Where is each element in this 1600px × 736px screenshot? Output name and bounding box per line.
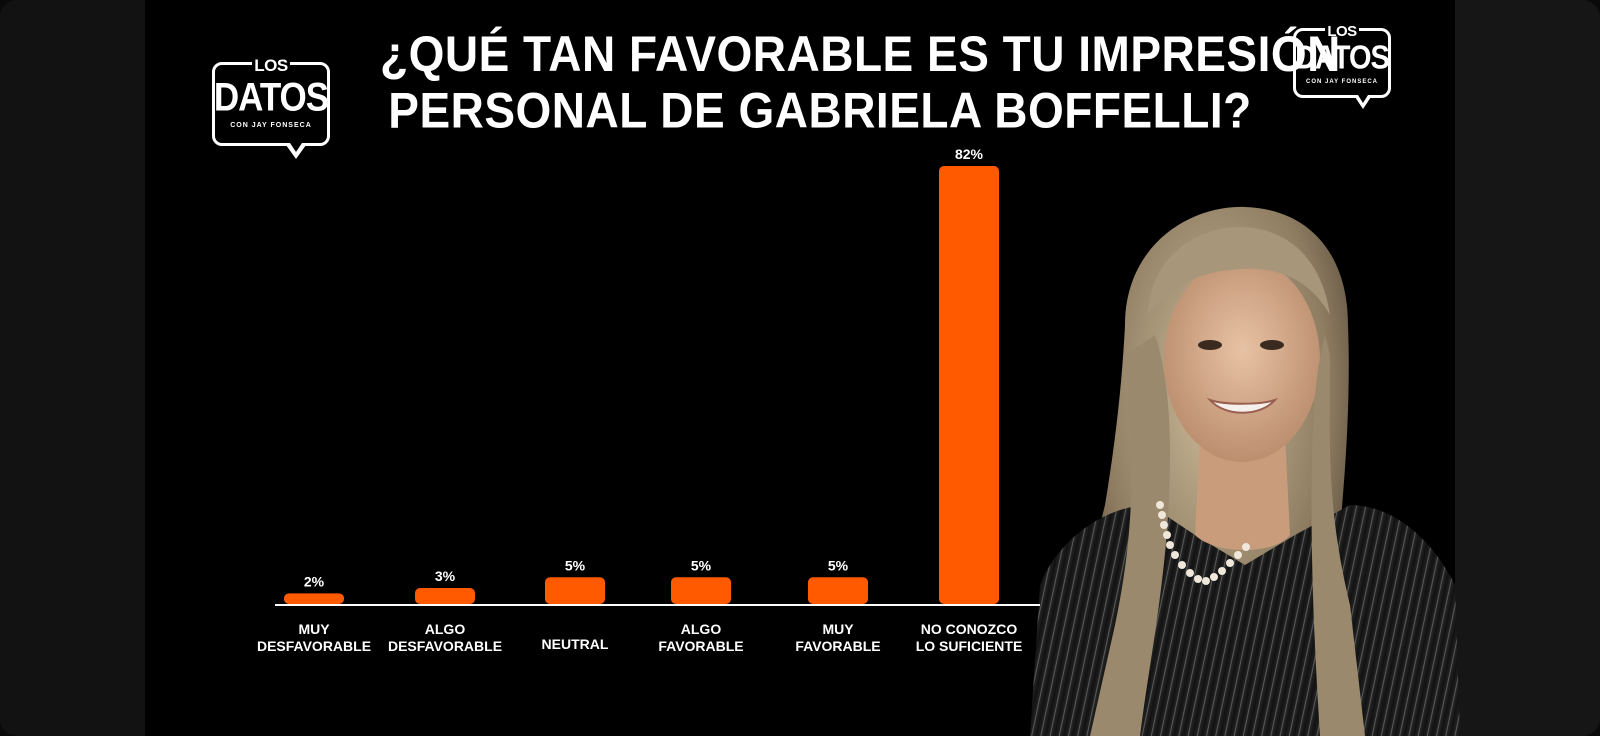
bar-4 <box>808 577 868 604</box>
logo-los-text: LOS <box>254 56 288 75</box>
bar-2 <box>545 577 605 604</box>
bar-value-label-0: 2% <box>304 573 325 589</box>
bar-value-label-3: 5% <box>691 557 712 573</box>
category-label-5-line-0: NO CONOZCO <box>921 621 1018 637</box>
category-label-0-line-1: DESFAVORABLE <box>257 638 371 654</box>
category-label-1-line-1: DESFAVORABLE <box>388 638 502 654</box>
category-label-3-line-0: ALGO <box>681 621 722 637</box>
chart-title: ¿QUÉ TAN FAVORABLE ES TU IMPRESIÓN PERSO… <box>380 25 1341 139</box>
category-label-2-line-0: NEUTRAL <box>542 636 609 652</box>
bar-3 <box>671 577 731 604</box>
logo-tagline-text: CON JAY FONSECA <box>1305 79 1378 85</box>
logo-datos-text: DATOS <box>1295 39 1390 77</box>
category-label-5-line-1: LO SUFICIENTE <box>916 638 1023 654</box>
logo-tagline-text: CON JAY FONSECA <box>230 122 312 129</box>
logo-los-text: LOS <box>1327 23 1357 40</box>
category-label-1-line-0: ALGO <box>425 621 466 637</box>
category-label-3-line-1: FAVORABLE <box>658 638 743 654</box>
los-datos-logo-right: LOS DATOS CON JAY FONSECA <box>1293 23 1391 114</box>
left-margin <box>0 0 145 736</box>
bar-value-label-4: 5% <box>828 557 849 573</box>
category-label-4-line-0: MUY <box>822 621 854 637</box>
category-label-0-line-0: MUY <box>298 621 330 637</box>
right-margin <box>1455 0 1600 736</box>
chart-title-line-1: ¿QUÉ TAN FAVORABLE ES TU IMPRESIÓN <box>380 25 1341 82</box>
los-datos-logo-left: LOS DATOS CON JAY FONSECA <box>212 56 330 162</box>
bar-5 <box>939 166 999 604</box>
category-label-4-line-1: FAVORABLE <box>795 638 880 654</box>
chart-title-line-2: PERSONAL DE GABRIELA BOFFELLI? <box>388 82 1252 139</box>
logo-datos-text: DATOS <box>213 75 329 120</box>
bar-value-label-1: 3% <box>435 568 456 584</box>
bar-value-label-5: 82% <box>955 146 984 162</box>
bar-0 <box>284 593 344 604</box>
bar-1 <box>415 587 475 604</box>
bars-layer: 2%MUYDESFAVORABLE3%ALGODESFAVORABLE5%NEU… <box>257 146 1022 654</box>
bar-value-label-2: 5% <box>565 557 586 573</box>
candidate-portrait-image <box>1030 206 1460 736</box>
